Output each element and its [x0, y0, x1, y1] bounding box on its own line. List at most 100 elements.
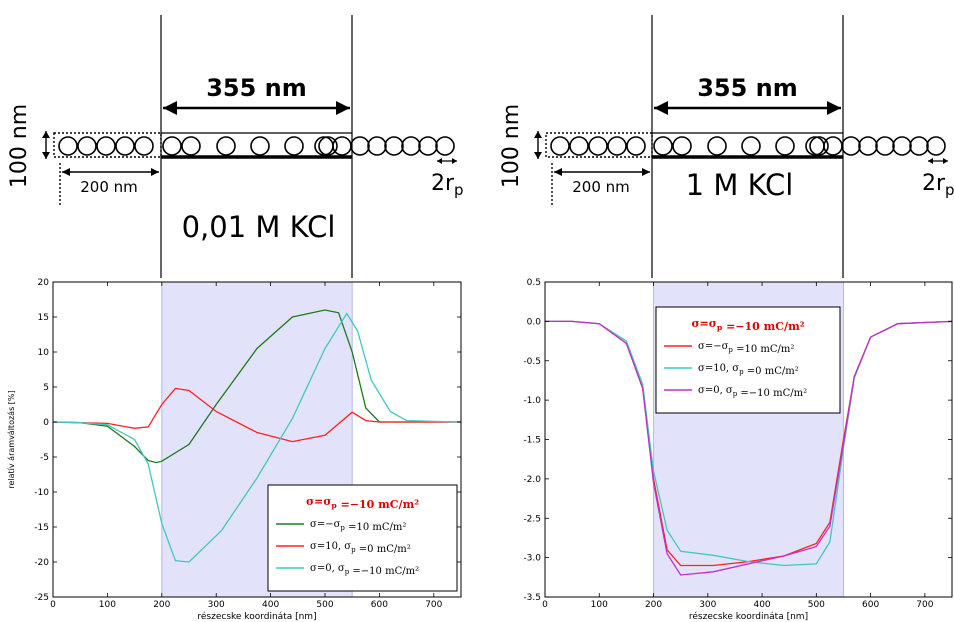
particle [384, 136, 404, 156]
height-label: 100 nm [7, 104, 32, 188]
particle [77, 136, 97, 156]
width-label: 355 nm [206, 74, 307, 102]
particle [741, 136, 761, 156]
particle [858, 136, 878, 156]
height-label: 100 nm [499, 104, 524, 188]
particle [134, 136, 154, 156]
x-tick-label: 200 [645, 600, 662, 610]
legend-title: σ=σp =−10 mC/m² [306, 495, 419, 511]
width-arrow-head-left [163, 101, 177, 115]
x-tick-label: 600 [371, 600, 388, 610]
x-tick-label: 700 [916, 600, 933, 610]
y-tick-label: 10 [38, 348, 50, 358]
particle-size-arrow-head-left [928, 158, 933, 164]
particle [401, 136, 421, 156]
offset-label: 200 nm [80, 178, 138, 196]
y-tick-label: -15 [34, 523, 49, 533]
height-arrow-head-bottom [42, 152, 50, 159]
height-arrow-head-top [534, 131, 542, 138]
width-arrow-head-left [654, 101, 668, 115]
y-tick-label: 5 [43, 383, 49, 393]
y-tick-label: -1.0 [523, 396, 541, 406]
particle [841, 136, 861, 156]
particle [418, 136, 438, 156]
height-arrow-head-top [42, 131, 50, 138]
x-tick-label: 0 [542, 600, 548, 610]
chart-1: 0 100 200 300 400 500 600 700 -25 -20 -15 -10 -5 0 5 10… [7, 278, 462, 622]
y-tick-label: -2.5 [523, 514, 541, 524]
legend: σ=σp =−10 mC/m² σ=−σp =10 mC/m² σ=10, σp =… [267, 484, 458, 592]
width-label: 355 nm [697, 74, 798, 102]
y-tick-label: -3.0 [523, 554, 541, 564]
legend: σ=σp =−10 mC/m² σ=−σp =10 mC/m² σ=10, σp =… [655, 306, 841, 414]
plot-frame [52, 281, 462, 598]
x-tick-label: 400 [262, 600, 279, 610]
offset-arrow-head-right [151, 168, 159, 176]
legend-entry-1: σ=−σp =10 mC/m² [310, 519, 406, 533]
particle [435, 136, 455, 156]
legend-entry-1: σ=−σp =10 mC/m² [698, 341, 794, 355]
particle-size-arrow-head-right [943, 158, 948, 164]
particle [805, 136, 825, 156]
particle [569, 136, 589, 156]
width-arrow-head-right [336, 101, 350, 115]
x-tick-label: 700 [425, 600, 442, 610]
particle [162, 136, 182, 156]
particle [707, 136, 727, 156]
height-arrow-head-bottom [534, 152, 542, 159]
series-line-3 [52, 312, 462, 563]
particle [672, 136, 692, 156]
width-arrow-head-right [827, 101, 841, 115]
legend-entry-2: σ=10, σp =0 mC/m² [310, 541, 411, 555]
particle [775, 136, 795, 156]
particle [58, 136, 78, 156]
series-line-1 [52, 309, 461, 464]
x-tick-label: 600 [862, 600, 879, 610]
offset-label: 200 nm [572, 178, 630, 196]
particle [550, 136, 570, 156]
particle [909, 136, 929, 156]
legend-entry-2: σ=10, σp =0 mC/m² [698, 363, 799, 377]
particle [926, 136, 946, 156]
particle-size-arrow-head-right [452, 158, 457, 164]
y-tick-label: -0.5 [523, 357, 541, 367]
particle [318, 136, 338, 156]
particle [653, 136, 673, 156]
x-tick-label: 300 [208, 600, 225, 610]
particle [96, 136, 116, 156]
y-tick-label: 0.0 [527, 317, 542, 327]
particle-size-label: 2rp [431, 171, 464, 199]
schematic-2: 355 nm 100 nm 200 nm 2rp 1 M KCl [499, 15, 954, 278]
particle [892, 136, 912, 156]
series-line-3 [545, 320, 953, 576]
y-tick-label: -1.5 [523, 436, 541, 446]
x-tick-label: 0 [50, 600, 56, 610]
particle [823, 136, 843, 156]
legend-title: σ=σp =−10 mC/m² [691, 317, 804, 333]
salt-label: 0,01 M KCl [182, 210, 336, 244]
schematic-1: 355 nm 100 nm 200 nm 2rp 0,01 M KCl [7, 15, 464, 278]
particle [115, 136, 135, 156]
x-tick-label: 500 [316, 600, 333, 610]
schematics: 355 nm 100 nm 200 nm 2rp 0,01 M KCl 355 nm 100… [7, 15, 954, 278]
x-tick-label: 400 [753, 600, 770, 610]
y-tick-label: -3.5 [523, 593, 541, 603]
offset-arrow-head-right [642, 168, 650, 176]
channel-outline-entrance [53, 132, 162, 158]
y-tick-label: 0 [43, 418, 49, 428]
legend-box [267, 484, 458, 592]
y-tick-label: -20 [34, 558, 49, 568]
y-tick-label: 20 [38, 278, 50, 288]
particle [367, 136, 387, 156]
y-tick-label: 15 [38, 313, 49, 323]
x-axis-label: részecske koordináta [nm] [197, 611, 316, 622]
series-line-2 [52, 387, 461, 443]
particle [875, 136, 895, 156]
salt-label: 1 M KCl [686, 168, 794, 202]
chart-2: 0 100 200 300 400 500 600 700 -3.5 -3.0 -2.5 -2.0 -1… [523, 278, 953, 622]
offset-arrow-head-left [62, 168, 70, 176]
y-tick-label: -5 [40, 453, 49, 463]
particle-size-label: 2rp [922, 171, 954, 199]
x-tick-label: 100 [99, 600, 116, 610]
